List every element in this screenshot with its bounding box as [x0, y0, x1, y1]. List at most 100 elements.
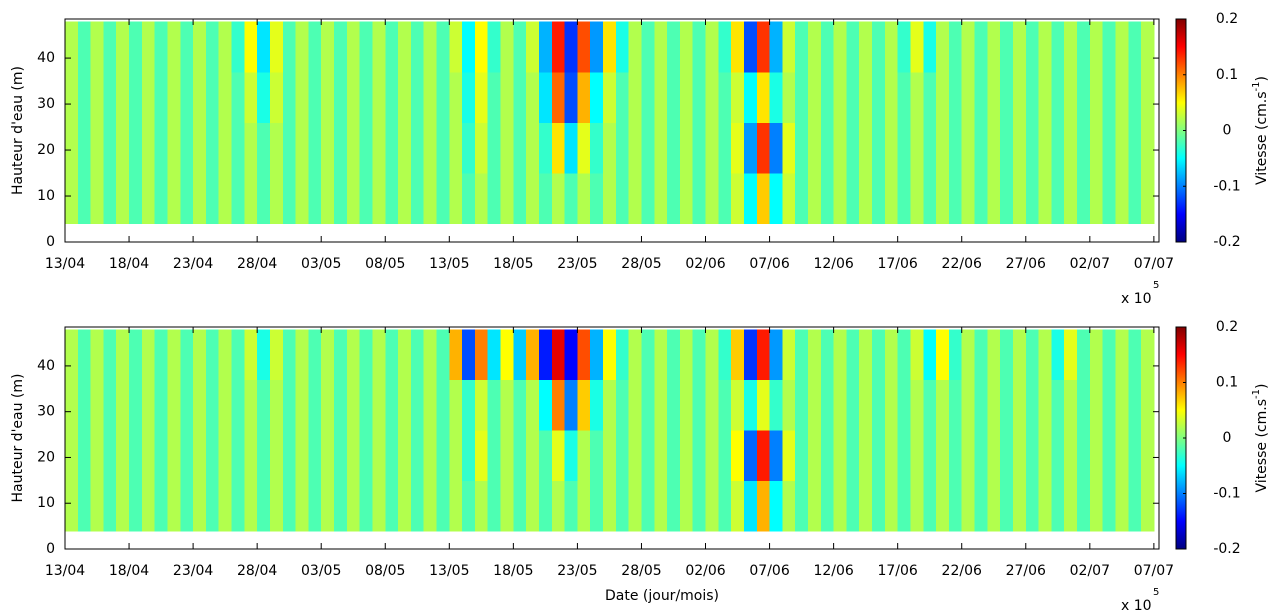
- heatmap-cell: [731, 379, 745, 431]
- heatmap-cell: [807, 71, 822, 124]
- heatmap-cell: [423, 21, 438, 73]
- heatmap-cell: [1089, 71, 1104, 124]
- heatmap-cell: [167, 71, 181, 124]
- heatmap-cell: [462, 21, 476, 73]
- heatmap-cell: [1077, 429, 1091, 481]
- heatmap-cell: [436, 429, 450, 481]
- heatmap-cell: [513, 71, 527, 124]
- heatmap-cell: [1000, 21, 1014, 73]
- heatmap-cell: [731, 71, 745, 124]
- heatmap-cell: [385, 329, 399, 381]
- heatmap-cell: [1025, 329, 1040, 381]
- heatmap-cell: [487, 21, 502, 73]
- heatmap-cell: [218, 329, 233, 381]
- heatmap-cell: [269, 173, 284, 225]
- heatmap-cell: [577, 329, 591, 381]
- heatmap-cell: [987, 429, 1001, 481]
- heatmap-cell: [718, 21, 732, 73]
- heatmap-cell: [807, 480, 822, 532]
- heatmap-cell: [641, 429, 655, 481]
- heatmap-cell: [180, 379, 194, 431]
- heatmap-cell: [90, 379, 105, 431]
- heatmap-cell: [180, 122, 194, 174]
- heatmap-cell: [321, 21, 335, 73]
- heatmap-cell: [308, 21, 322, 73]
- colorbar-tick-label: 0.2: [1216, 319, 1238, 335]
- heatmap-cell: [77, 480, 92, 532]
- heatmap-cell: [1012, 71, 1027, 124]
- heatmap-cell: [321, 122, 335, 174]
- heatmap-cell: [103, 379, 117, 431]
- y-tick-label: 30: [37, 404, 55, 420]
- heatmap-cell: [961, 173, 976, 225]
- heatmap-cell: [538, 480, 553, 532]
- heatmap-cell: [410, 329, 425, 381]
- heatmap-cell: [1000, 329, 1014, 381]
- heatmap-cell: [961, 21, 976, 73]
- heatmap-cell: [590, 480, 604, 532]
- heatmap-cell: [961, 379, 976, 431]
- heatmap-cell: [1012, 21, 1027, 73]
- heatmap-cell: [731, 429, 745, 481]
- heatmap-cell: [410, 21, 425, 73]
- heatmap-cell: [205, 21, 220, 73]
- heatmap-cell: [590, 329, 604, 381]
- x-tick-label: 02/07: [1070, 563, 1110, 579]
- heatmap-cell: [654, 480, 668, 532]
- heatmap-cell: [603, 329, 617, 381]
- heatmap-cell: [577, 429, 591, 481]
- heatmap-cell: [718, 379, 732, 431]
- heatmap-cell: [936, 71, 950, 124]
- heatmap-cell: [615, 173, 630, 225]
- heatmap-cell: [910, 480, 924, 532]
- heatmap-cell: [77, 21, 92, 73]
- heatmap-cell: [500, 173, 514, 225]
- heatmap-cell: [180, 429, 194, 481]
- heatmap-cell: [833, 329, 848, 381]
- heatmap-cell: [679, 71, 694, 124]
- heatmap-cell: [398, 21, 412, 73]
- heatmap-cell: [807, 379, 822, 431]
- heatmap-cell: [141, 329, 156, 381]
- heatmap-cell: [410, 429, 425, 481]
- heatmap-cell: [154, 480, 169, 532]
- heatmap-cell: [103, 173, 117, 225]
- heatmap-cell: [756, 329, 771, 381]
- heatmap-cell: [987, 480, 1001, 532]
- heatmap-cell: [667, 122, 681, 174]
- heatmap-cell: [308, 429, 322, 481]
- heatmap-cell: [667, 21, 681, 73]
- y-tick-label: 30: [37, 96, 55, 112]
- heatmap-cell: [897, 429, 912, 481]
- heatmap-cell: [628, 379, 643, 431]
- heatmap-cell: [167, 173, 181, 225]
- heatmap-cell: [936, 379, 950, 431]
- heatmap-cell: [269, 21, 284, 73]
- heatmap-cell: [1128, 329, 1142, 381]
- heatmap-cell: [782, 122, 796, 174]
- heatmap-cell: [1051, 71, 1065, 124]
- heatmap-cell: [129, 21, 143, 73]
- heatmap-cell: [436, 329, 450, 381]
- heatmap-cell: [346, 122, 361, 174]
- heatmap-cell: [257, 173, 271, 225]
- heatmap-cell: [743, 173, 758, 225]
- heatmap-cell: [961, 480, 976, 532]
- heatmap-cell: [974, 173, 988, 225]
- heatmap-cell: [129, 173, 143, 225]
- heatmap-cell: [846, 71, 860, 124]
- heatmap-cell: [756, 21, 771, 73]
- x-tick-label: 13/05: [429, 256, 469, 272]
- heatmap-cell: [948, 173, 963, 225]
- heatmap: [65, 329, 1155, 532]
- heatmap-cell: [449, 122, 463, 174]
- colorbar-tick-label: -0.1: [1213, 178, 1240, 194]
- heatmap-cell: [961, 71, 976, 124]
- heatmap-cell: [513, 480, 527, 532]
- heatmap-cell: [103, 480, 117, 532]
- heatmap-cell: [603, 71, 617, 124]
- heatmap-cell: [231, 429, 245, 481]
- heatmap-cell: [500, 329, 514, 381]
- heatmap-cell: [628, 429, 643, 481]
- heatmap-cell: [308, 71, 322, 124]
